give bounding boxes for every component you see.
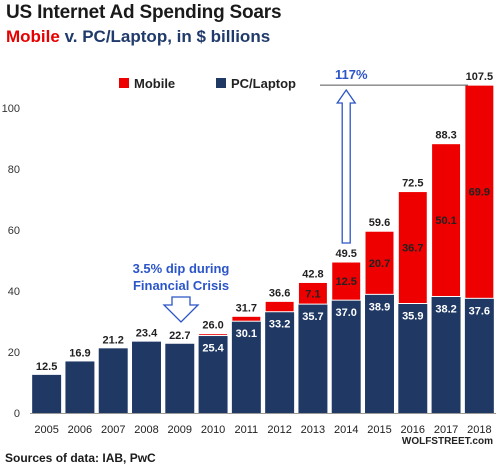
x-tick-label: 2017 [434, 424, 458, 436]
bar-pc-laptop [65, 361, 95, 413]
data-label-mobile: 20.7 [369, 258, 390, 270]
bar-pc-laptop [132, 341, 161, 413]
data-label-mobile: 36.7 [402, 243, 423, 255]
bar-pc-laptop [365, 294, 394, 413]
x-tick-label: 2008 [134, 424, 158, 436]
x-tick-label: 2014 [334, 424, 358, 436]
x-tick-label: 2016 [401, 424, 425, 436]
x-tick-label: 2012 [267, 424, 291, 436]
data-label-mobile: 12.5 [336, 276, 357, 288]
data-label-pc: 33.2 [269, 319, 290, 331]
data-label-pc: 37.0 [336, 307, 357, 319]
up-arrow-icon [335, 88, 357, 244]
data-label-total: 26.0 [202, 320, 223, 332]
source-note: Sources of data: IAB, PwC [5, 451, 156, 465]
bar-mobile [297, 281, 328, 305]
bar-pc-laptop [431, 296, 461, 413]
x-tick-label: 2015 [367, 424, 391, 436]
data-label-total: 42.8 [302, 268, 323, 280]
data-label-mobile: 50.1 [435, 215, 456, 227]
data-label-total: 36.6 [269, 287, 290, 299]
legend-label-mobile: Mobile [134, 76, 175, 91]
bar-mobile [231, 315, 262, 322]
bar-pc-laptop [464, 298, 494, 413]
bar-pc-laptop [398, 303, 428, 413]
data-label-pc: 37.6 [469, 305, 490, 317]
bar-pc-laptop [98, 348, 128, 413]
data-label-pc: 23.4 [136, 328, 158, 340]
data-label-total: 88.3 [435, 130, 456, 142]
bar-mobile [264, 300, 295, 313]
chart-subtitle: Mobile v. PC/Laptop, in $ billions [6, 27, 270, 47]
y-tick-label: 60 [8, 225, 20, 237]
data-label-pc: 38.2 [435, 303, 456, 315]
bar-pc-laptop [32, 374, 62, 413]
data-label-total: 49.5 [336, 248, 357, 260]
x-tick-label: 2010 [201, 424, 225, 436]
data-label-mobile: 7.1 [305, 288, 320, 300]
data-label-pc: 25.4 [202, 343, 224, 355]
data-label-mobile: 69.9 [469, 187, 490, 199]
bar-pc-laptop [231, 321, 261, 413]
bar-mobile [464, 84, 495, 299]
bar-pc-laptop [198, 335, 228, 413]
legend-swatch-pc-laptop [216, 78, 226, 88]
x-tick-label: 2011 [235, 424, 259, 436]
annotation-dip-line2: Financial Crisis [133, 278, 229, 293]
data-label-pc: 35.9 [402, 311, 423, 323]
data-label-pc: 21.2 [103, 334, 124, 346]
x-tick-label: 2005 [34, 424, 58, 436]
data-label-total: 31.7 [236, 302, 257, 314]
data-label-pc: 35.7 [302, 311, 323, 323]
y-tick-label: 100 [2, 103, 20, 115]
subtitle-rest: v. PC/Laptop, in $ billions [59, 27, 271, 46]
data-label-total: 107.5 [466, 71, 494, 83]
legend-swatch-mobile [119, 78, 129, 88]
bar-mobile [198, 333, 229, 337]
annotation-growth: 117% [335, 67, 368, 82]
subtitle-mobile: Mobile [6, 27, 60, 46]
x-tick-label: 2006 [68, 424, 92, 436]
legend-label-pc-laptop: PC/Laptop [231, 76, 296, 91]
bar-pc-laptop [331, 300, 361, 413]
data-label-pc: 30.1 [236, 328, 257, 340]
x-tick-label: 2009 [168, 424, 192, 436]
bar-pc-laptop [298, 304, 328, 413]
x-tick-label: 2007 [101, 424, 125, 436]
bar-mobile [364, 230, 395, 295]
data-label-pc: 38.9 [369, 301, 390, 313]
x-tick-label: 2013 [301, 424, 325, 436]
data-label-pc: 16.9 [69, 347, 90, 359]
x-tick-label: 2018 [467, 424, 491, 436]
down-arrow-icon [162, 296, 200, 323]
chart-title: US Internet Ad Spending Soars [6, 2, 282, 23]
y-tick-label: 40 [8, 286, 20, 298]
y-tick-label: 20 [8, 347, 20, 359]
data-label-total: 72.5 [402, 178, 423, 190]
watermark-text: WOLFSTREET.com [402, 436, 493, 447]
bar-mobile [431, 143, 462, 297]
data-label-pc: 12.5 [36, 361, 57, 373]
bar-mobile [331, 261, 362, 301]
bar-pc-laptop [265, 311, 295, 413]
annotation-dip-line1: 3.5% dip during [133, 261, 230, 276]
bar-pc-laptop [165, 343, 195, 413]
y-tick-label: 0 [14, 408, 20, 420]
data-label-pc: 22.7 [169, 330, 190, 342]
bar-mobile [397, 191, 428, 305]
data-label-total: 59.6 [369, 217, 390, 229]
y-tick-label: 80 [8, 164, 20, 176]
